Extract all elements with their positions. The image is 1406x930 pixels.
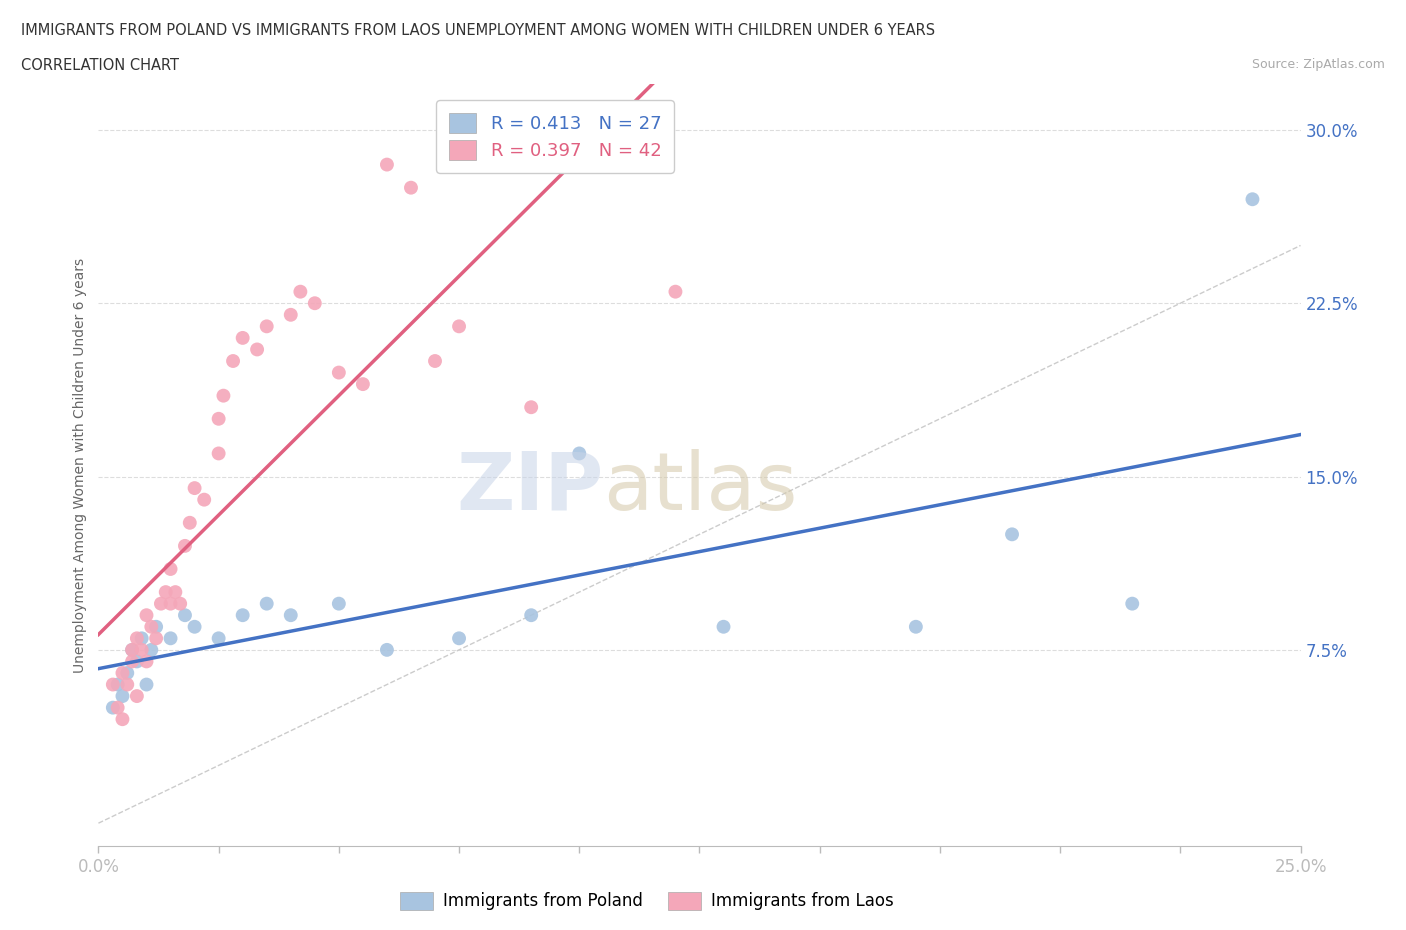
Point <box>145 631 167 645</box>
Point <box>280 307 302 322</box>
Point <box>174 608 197 623</box>
Point <box>121 643 143 658</box>
Point <box>328 596 350 611</box>
Point <box>159 562 181 577</box>
Point <box>145 619 167 634</box>
Point <box>135 677 157 692</box>
Point <box>352 377 374 392</box>
Point <box>165 585 187 600</box>
Point <box>121 643 143 658</box>
Point <box>232 608 254 623</box>
Legend: Immigrants from Poland, Immigrants from Laos: Immigrants from Poland, Immigrants from … <box>392 885 901 917</box>
Point <box>131 631 153 645</box>
Point <box>447 319 470 334</box>
Point <box>256 319 278 334</box>
Point <box>375 643 398 658</box>
Point <box>111 688 134 703</box>
Point <box>399 180 422 195</box>
Legend: R = 0.413   N = 27, R = 0.397   N = 42: R = 0.413 N = 27, R = 0.397 N = 42 <box>436 100 673 173</box>
Point <box>125 654 148 669</box>
Point <box>568 446 591 461</box>
Point <box>246 342 269 357</box>
Point <box>111 711 134 726</box>
Point <box>290 285 312 299</box>
Point <box>125 688 148 703</box>
Point <box>101 700 124 715</box>
Point <box>159 631 181 645</box>
Point <box>149 596 172 611</box>
Point <box>193 492 215 507</box>
Point <box>520 400 543 415</box>
Point <box>304 296 326 311</box>
Point <box>169 596 191 611</box>
Point <box>447 631 470 645</box>
Point <box>280 608 302 623</box>
Point <box>1241 192 1264 206</box>
Text: Source: ZipAtlas.com: Source: ZipAtlas.com <box>1251 58 1385 71</box>
Point <box>117 666 139 681</box>
Point <box>101 677 124 692</box>
Point <box>183 481 205 496</box>
Point <box>208 446 231 461</box>
Point <box>111 666 134 681</box>
Text: ZIP: ZIP <box>456 449 603 527</box>
Point <box>212 388 235 403</box>
Point <box>131 643 153 658</box>
Point <box>125 631 148 645</box>
Point <box>222 353 245 368</box>
Text: CORRELATION CHART: CORRELATION CHART <box>21 58 179 73</box>
Point <box>232 330 254 345</box>
Point <box>107 700 129 715</box>
Point <box>713 619 735 634</box>
Point <box>141 643 163 658</box>
Point <box>1001 527 1024 542</box>
Point <box>174 538 197 553</box>
Y-axis label: Unemployment Among Women with Children Under 6 years: Unemployment Among Women with Children U… <box>73 258 87 672</box>
Point <box>183 619 205 634</box>
Point <box>328 365 350 380</box>
Point <box>135 654 157 669</box>
Point <box>208 631 231 645</box>
Point <box>107 677 129 692</box>
Point <box>256 596 278 611</box>
Point <box>179 515 201 530</box>
Point <box>159 596 181 611</box>
Point <box>135 608 157 623</box>
Point <box>1121 596 1143 611</box>
Point <box>141 619 163 634</box>
Text: IMMIGRANTS FROM POLAND VS IMMIGRANTS FROM LAOS UNEMPLOYMENT AMONG WOMEN WITH CHI: IMMIGRANTS FROM POLAND VS IMMIGRANTS FRO… <box>21 23 935 38</box>
Point <box>375 157 398 172</box>
Point <box>208 411 231 426</box>
Point <box>423 353 446 368</box>
Point <box>904 619 927 634</box>
Point <box>117 677 139 692</box>
Point <box>155 585 177 600</box>
Text: atlas: atlas <box>603 449 797 527</box>
Point <box>520 608 543 623</box>
Point <box>664 285 686 299</box>
Point <box>121 654 143 669</box>
